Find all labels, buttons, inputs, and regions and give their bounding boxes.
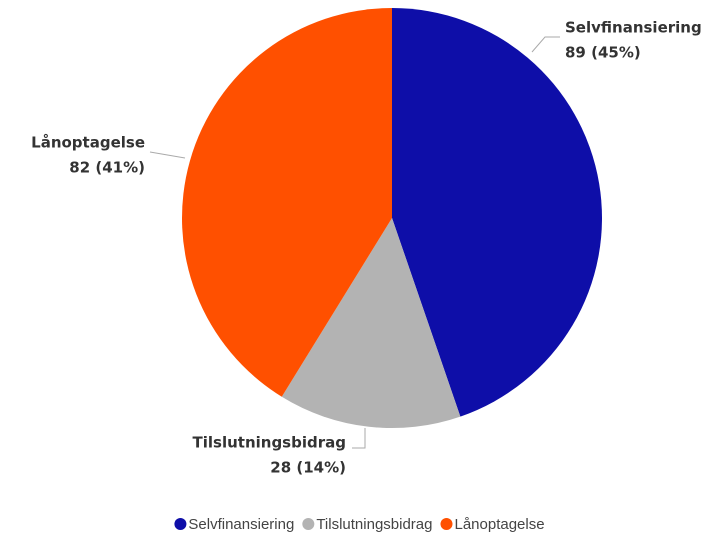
slice-label: Tilslutningsbidrag (193, 434, 346, 452)
leader-line (149, 151, 186, 159)
slice-value-label: 89 (45%) (565, 44, 641, 62)
legend-label: Selvfinansiering (188, 516, 294, 533)
slice-label: Lånoptagelse (31, 134, 145, 152)
slice-value-label: 82 (41%) (69, 159, 145, 177)
legend-marker (440, 518, 453, 530)
slice-value-label: 28 (14%) (270, 459, 346, 477)
legend-marker (174, 518, 187, 530)
pie-slice (182, 8, 392, 397)
legend-marker (302, 518, 315, 530)
pie-slice (281, 218, 461, 428)
leader-line (352, 428, 366, 449)
pie-slice (392, 8, 603, 417)
slice-label: Selvfinansiering (565, 19, 702, 37)
legend-label: Tilslutningsbidrag (316, 516, 432, 533)
legend-label: Lånoptagelse (454, 516, 544, 533)
leader-line (531, 36, 560, 53)
